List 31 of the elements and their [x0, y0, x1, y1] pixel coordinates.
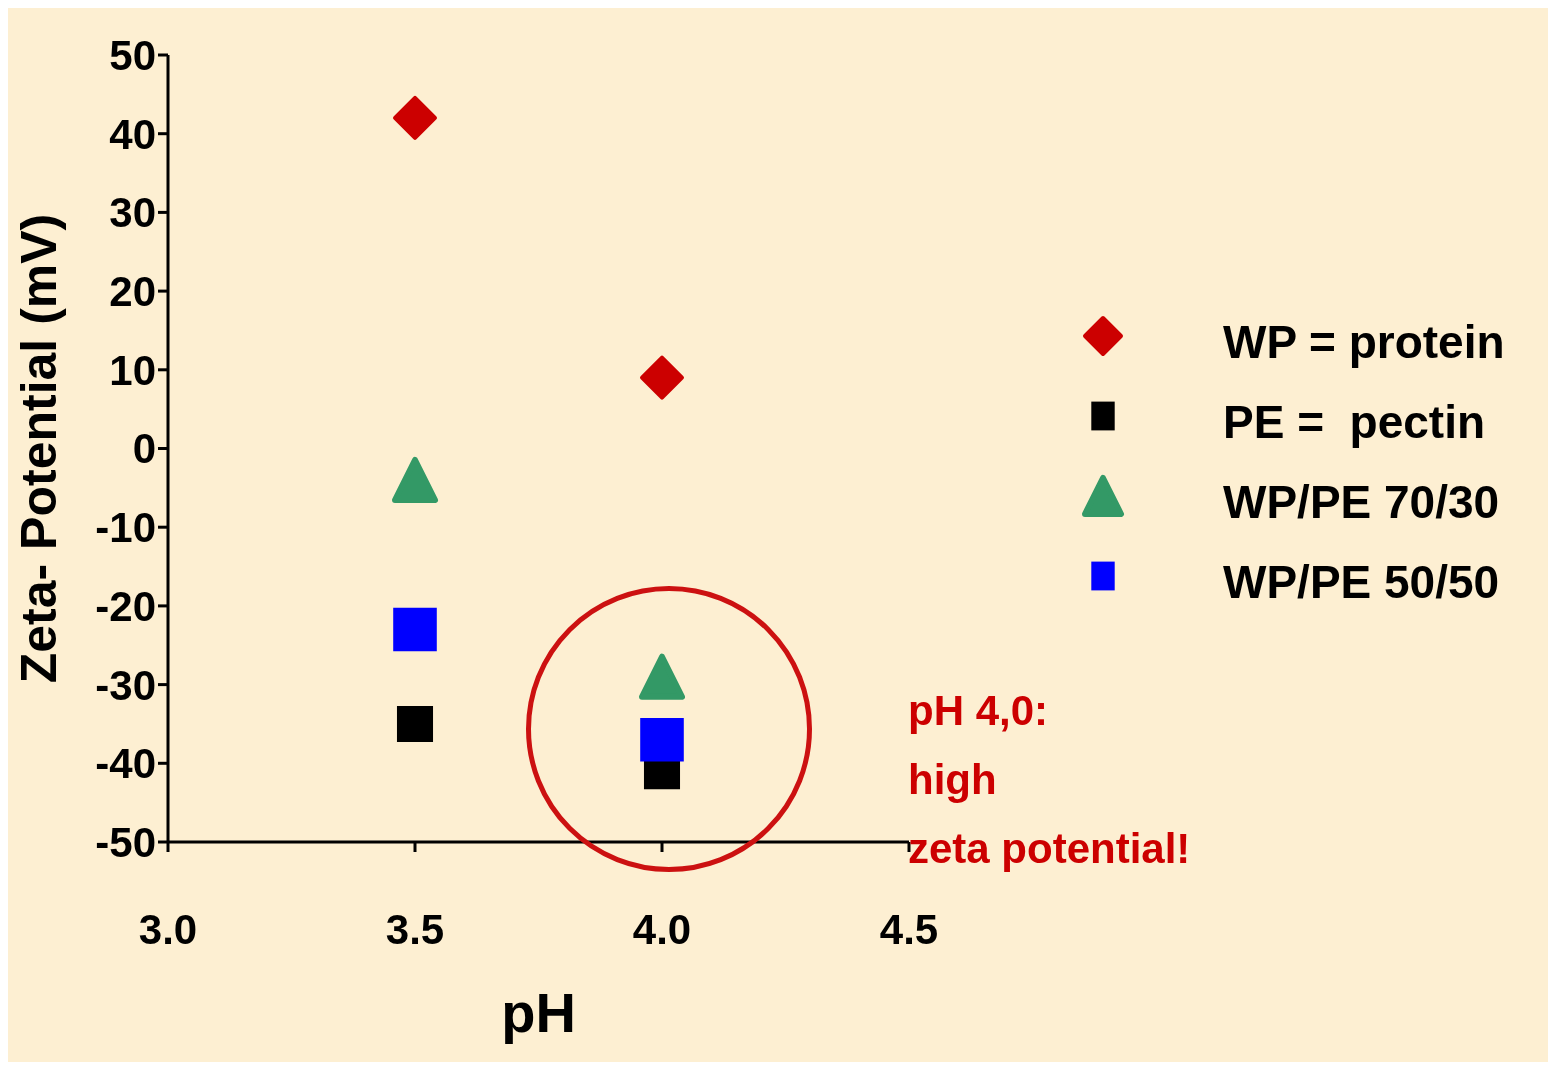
x-tick-label: 3.5 [385, 905, 445, 953]
y-tick-label: 40 [109, 110, 156, 158]
point [393, 607, 437, 652]
y-tick-label: -50 [95, 818, 156, 866]
x-tick-label: 4.5 [879, 905, 939, 953]
x-axis-title: pH [501, 981, 576, 1044]
y-tick-label: -10 [95, 504, 156, 552]
legend-label: WP = protein [1223, 315, 1506, 370]
y-tick-label: -40 [95, 740, 156, 788]
y-tick-label: 50 [109, 31, 156, 79]
annotation: pH 4,0: [908, 686, 1050, 736]
legend-label: WP/PE 50/50 [1223, 555, 1501, 610]
x-tick-label: 3.0 [138, 905, 198, 953]
point [639, 653, 685, 700]
annotation: zeta potential! [908, 824, 1191, 874]
legend-label: PE = pectin [1223, 395, 1487, 450]
y-tick-label: -20 [95, 582, 156, 630]
y-tick-label: 10 [109, 346, 156, 394]
y-tick-label: -30 [95, 661, 156, 709]
y-tick-label: 20 [109, 268, 156, 316]
legend-label: WP/PE 70/30 [1223, 475, 1501, 530]
y-tick-label: 30 [109, 189, 156, 237]
annotation: high [908, 755, 998, 805]
x-tick-label: 4.0 [632, 905, 692, 953]
y-axis-title: Zeta- Potential (mV) [10, 213, 67, 684]
point [640, 717, 684, 762]
y-tick-label: 0 [132, 425, 156, 473]
point [640, 355, 684, 400]
point [393, 95, 437, 140]
point [396, 705, 434, 742]
point [392, 456, 438, 503]
